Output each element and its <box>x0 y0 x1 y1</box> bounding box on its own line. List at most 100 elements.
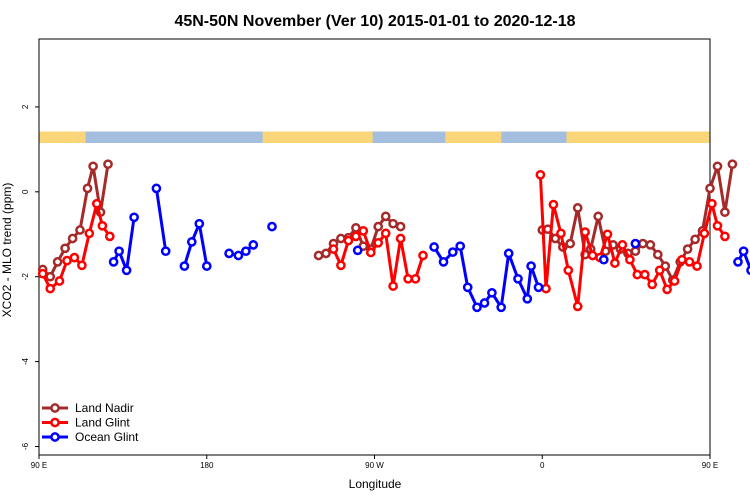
data-point-land-glint <box>647 279 658 290</box>
data-point-land-glint <box>572 301 583 312</box>
x-tick-label: 180 <box>200 461 214 470</box>
data-point-land-nadir <box>336 233 346 244</box>
data-point-land-glint <box>91 198 102 209</box>
data-point-ocean-glint <box>533 282 544 293</box>
data-point-land-nadir <box>52 257 63 267</box>
data-point-land-nadir <box>45 271 56 282</box>
data-point-land-glint <box>556 228 566 239</box>
data-point-land-glint <box>37 268 48 279</box>
data-point-land-glint <box>548 199 559 210</box>
data-point-ocean-glint <box>455 241 466 252</box>
series-ocean-glint <box>108 183 750 313</box>
data-point-land-glint <box>373 237 384 248</box>
data-point-land-nadir <box>82 183 93 194</box>
data-point-land-glint <box>380 228 391 239</box>
data-point-ocean-glint <box>733 257 743 267</box>
series-layer <box>37 159 750 313</box>
data-point-ocean-glint <box>352 245 363 256</box>
data-point-land-glint <box>54 276 65 286</box>
data-point-land-glint <box>104 231 115 242</box>
data-point-land-glint <box>610 258 620 268</box>
data-point-ocean-glint <box>447 247 458 257</box>
map-strip-ocean <box>39 131 710 143</box>
x-tick-label: 0 <box>540 461 545 470</box>
data-point-land-glint <box>45 283 56 294</box>
series-line-land-nadir <box>542 163 734 282</box>
data-point-ocean-glint <box>129 212 139 223</box>
data-point-ocean-glint <box>438 257 449 267</box>
data-point-land-nadir <box>645 240 656 250</box>
data-point-land-glint <box>97 220 108 231</box>
data-point-land-nadir <box>565 238 576 249</box>
data-point-land-glint <box>358 226 369 236</box>
data-point-land-glint <box>662 284 672 295</box>
data-point-ocean-glint <box>738 246 749 257</box>
data-point-land-glint <box>580 227 590 237</box>
legend-marker-land-glint <box>50 417 60 428</box>
y-tick-label: -2 <box>21 273 30 281</box>
data-point-land-glint <box>77 260 87 271</box>
series-line-ocean-glint <box>182 222 209 267</box>
data-point-land-nadir <box>572 203 583 213</box>
data-point-land-nadir <box>690 234 700 245</box>
data-point-land-glint <box>707 198 717 209</box>
legend-marker-ocean-glint <box>50 432 60 442</box>
data-point-ocean-glint <box>186 237 197 247</box>
map-strip-land <box>445 131 502 143</box>
data-point-land-glint <box>328 244 339 254</box>
data-point-land-glint <box>677 254 687 265</box>
data-point-ocean-glint <box>462 282 473 293</box>
series-line-land-glint <box>41 202 112 291</box>
data-point-land-glint <box>365 247 376 258</box>
data-point-land-nadir <box>682 244 693 254</box>
data-point-ocean-glint <box>201 261 212 271</box>
legend-marker-land-nadir <box>50 403 60 413</box>
data-point-ocean-glint <box>472 302 482 313</box>
x-tick-label: 90 W <box>365 461 384 470</box>
data-point-land-nadir <box>638 238 648 249</box>
legend-label-ocean-glint: Ocean Glint <box>75 430 139 444</box>
data-point-land-glint <box>563 265 574 276</box>
y-tick-label: -6 <box>21 442 30 450</box>
data-point-land-nadir <box>60 243 70 254</box>
y-tick-label: 0 <box>21 189 30 194</box>
map-strip-land <box>566 131 710 143</box>
data-point-land-nadir <box>388 218 398 229</box>
data-point-land-nadir <box>380 211 391 222</box>
data-point-land-glint <box>720 231 730 242</box>
data-point-land-nadir <box>720 207 730 218</box>
data-point-ocean-glint <box>194 218 205 229</box>
data-point-land-glint <box>84 228 95 239</box>
data-point-ocean-glint <box>487 287 497 298</box>
data-point-ocean-glint <box>248 240 259 250</box>
data-point-ocean-glint <box>479 298 490 308</box>
data-point-land-glint <box>351 231 361 242</box>
legend-label-land-nadir: Land Nadir <box>75 401 134 415</box>
data-point-land-glint <box>625 254 635 265</box>
data-point-land-nadir <box>75 225 85 235</box>
data-point-ocean-glint <box>114 246 124 257</box>
series-line-ocean-glint <box>112 217 136 272</box>
data-point-land-glint <box>654 265 665 276</box>
data-point-land-glint <box>587 250 598 261</box>
data-point-ocean-glint <box>179 261 190 271</box>
data-point-ocean-glint <box>526 261 536 271</box>
x-tick-label: 90 E <box>702 461 718 470</box>
chart-title: 45N-50N November (Ver 10) 2015-01-01 to … <box>174 13 575 30</box>
x-tick-label: 90 E <box>31 461 47 470</box>
data-point-ocean-glint <box>503 248 514 259</box>
series-line-ocean-glint <box>736 249 750 272</box>
data-point-land-nadir <box>373 221 384 232</box>
data-point-land-nadir <box>103 159 113 170</box>
data-point-ocean-glint <box>746 265 750 276</box>
map-strip-land <box>39 131 79 143</box>
data-point-land-nadir <box>705 183 715 194</box>
data-point-land-glint <box>692 261 702 271</box>
data-point-land-glint <box>712 220 723 231</box>
data-point-ocean-glint <box>241 246 251 257</box>
x-axis-label: Longitude <box>349 477 402 491</box>
data-point-ocean-glint <box>160 246 171 257</box>
map-strip <box>39 131 710 143</box>
